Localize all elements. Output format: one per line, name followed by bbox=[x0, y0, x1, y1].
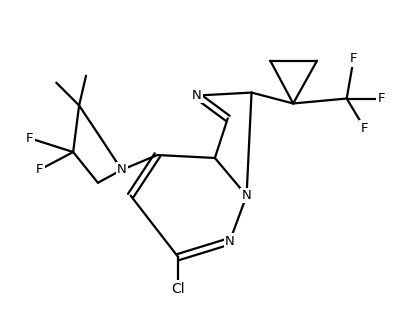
Text: N: N bbox=[192, 89, 201, 102]
Text: F: F bbox=[377, 92, 384, 105]
Text: N: N bbox=[117, 163, 126, 176]
Text: N: N bbox=[224, 235, 234, 248]
Text: F: F bbox=[349, 52, 356, 66]
Text: F: F bbox=[26, 132, 33, 145]
Text: Cl: Cl bbox=[171, 282, 184, 296]
Text: N: N bbox=[241, 189, 251, 202]
Text: F: F bbox=[36, 163, 43, 176]
Text: F: F bbox=[360, 122, 367, 135]
